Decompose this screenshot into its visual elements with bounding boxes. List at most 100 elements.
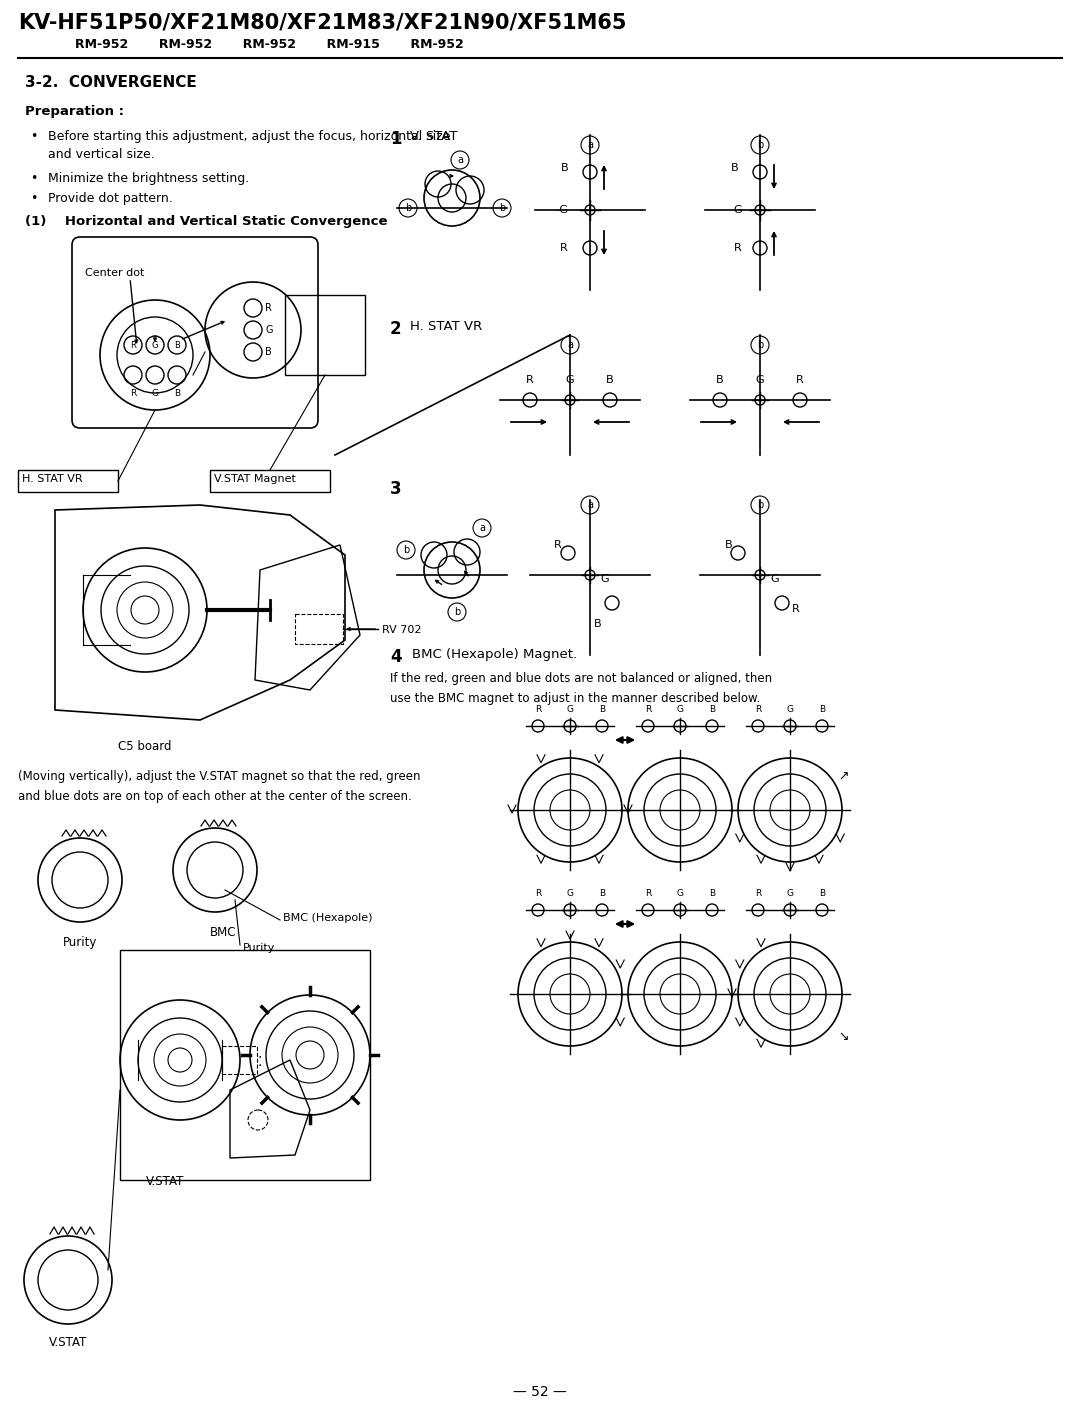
Text: b: b <box>757 340 764 350</box>
Text: G: G <box>566 376 575 386</box>
Text: V.STAT: V.STAT <box>49 1337 87 1349</box>
Text: R: R <box>755 705 761 713</box>
Text: V.STAT: V.STAT <box>146 1175 185 1188</box>
Text: G: G <box>567 889 573 898</box>
Text: Minimize the brightness setting.: Minimize the brightness setting. <box>48 172 249 184</box>
Text: B: B <box>174 388 180 398</box>
Text: B: B <box>606 376 613 386</box>
Text: V. STAT: V. STAT <box>410 129 458 144</box>
Text: and blue dots are on top of each other at the center of the screen.: and blue dots are on top of each other a… <box>18 789 411 803</box>
Text: B: B <box>725 540 732 550</box>
Text: B: B <box>594 619 602 629</box>
Text: G: G <box>152 340 159 349</box>
Text: G: G <box>733 205 742 215</box>
Text: R: R <box>561 243 568 253</box>
Text: B: B <box>265 348 272 357</box>
Text: H. STAT VR: H. STAT VR <box>410 319 483 333</box>
Text: Purity: Purity <box>63 936 97 948</box>
Text: ⁚: ⁚ <box>258 1055 262 1069</box>
Text: B: B <box>819 889 825 898</box>
Text: b: b <box>757 499 764 509</box>
Text: R: R <box>130 388 136 398</box>
Bar <box>285 295 365 376</box>
Text: Preparation :: Preparation : <box>25 106 124 118</box>
Text: C5 board: C5 board <box>118 740 172 753</box>
Text: V.STAT Magnet: V.STAT Magnet <box>214 474 296 484</box>
Text: G: G <box>770 574 779 584</box>
Text: ↘: ↘ <box>838 1030 849 1043</box>
Text: BMC (Hexapole): BMC (Hexapole) <box>283 913 373 923</box>
Text: B: B <box>716 376 724 386</box>
Text: and vertical size.: and vertical size. <box>48 148 154 160</box>
Text: 3: 3 <box>390 480 402 498</box>
Bar <box>295 613 343 644</box>
Text: a: a <box>588 499 593 509</box>
Text: RM-952       RM-952       RM-952       RM-915       RM-952: RM-952 RM-952 RM-952 RM-915 RM-952 <box>75 38 463 51</box>
Text: R: R <box>526 376 534 386</box>
Text: a: a <box>480 523 485 533</box>
Text: G: G <box>676 889 684 898</box>
Text: G: G <box>600 574 609 584</box>
Bar <box>222 1045 257 1074</box>
Text: B: B <box>708 705 715 713</box>
Text: Provide dot pattern.: Provide dot pattern. <box>48 191 173 205</box>
Text: b: b <box>405 203 411 212</box>
Text: G: G <box>265 325 272 335</box>
Text: •: • <box>30 172 38 184</box>
Text: R: R <box>645 889 651 898</box>
Text: •: • <box>30 129 38 144</box>
Text: b: b <box>757 141 764 151</box>
Bar <box>210 470 330 492</box>
Text: G: G <box>151 388 159 398</box>
Text: (1)    Horizontal and Vertical Static Convergence: (1) Horizontal and Vertical Static Conve… <box>25 215 388 228</box>
Text: 2: 2 <box>390 319 402 338</box>
Text: 4: 4 <box>390 649 402 666</box>
Text: BMC: BMC <box>210 926 237 938</box>
Text: R: R <box>755 889 761 898</box>
Text: use the BMC magnet to adjust in the manner described below.: use the BMC magnet to adjust in the mann… <box>390 692 760 705</box>
Text: R: R <box>734 243 742 253</box>
Text: -G: -G <box>555 205 568 215</box>
Text: B: B <box>561 163 568 173</box>
Text: R: R <box>792 604 800 613</box>
Text: B: B <box>599 705 605 713</box>
Text: BMC (Hexapole) Magnet.: BMC (Hexapole) Magnet. <box>411 649 577 661</box>
Text: R: R <box>265 303 272 312</box>
Text: Before starting this adjustment, adjust the focus, horizontal size: Before starting this adjustment, adjust … <box>48 129 450 144</box>
Text: R: R <box>535 889 541 898</box>
Text: a: a <box>588 141 593 151</box>
Text: B: B <box>599 889 605 898</box>
Text: B: B <box>730 163 738 173</box>
Text: ↗: ↗ <box>838 770 849 784</box>
Text: R: R <box>554 540 562 550</box>
Text: If the red, green and blue dots are not balanced or aligned, then: If the red, green and blue dots are not … <box>390 673 772 685</box>
Text: Purity: Purity <box>243 943 275 953</box>
Text: 1: 1 <box>390 129 402 148</box>
Bar <box>18 470 118 492</box>
Text: a: a <box>567 340 573 350</box>
Text: B: B <box>174 340 180 349</box>
Text: RV 702: RV 702 <box>382 625 421 635</box>
Text: R: R <box>130 340 136 349</box>
Text: R: R <box>796 376 804 386</box>
Text: R: R <box>645 705 651 713</box>
Text: 3-2.  CONVERGENCE: 3-2. CONVERGENCE <box>25 75 197 90</box>
Text: B: B <box>708 889 715 898</box>
Text: G: G <box>786 889 794 898</box>
Text: KV-HF51P50/XF21M80/XF21M83/XF21N90/XF51M65: KV-HF51P50/XF21M80/XF21M83/XF21N90/XF51M… <box>18 13 626 32</box>
Text: H. STAT VR: H. STAT VR <box>22 474 83 484</box>
Text: G: G <box>756 376 765 386</box>
Text: R: R <box>535 705 541 713</box>
Text: Center dot: Center dot <box>85 267 145 279</box>
Text: (Moving vertically), adjust the V.STAT magnet so that the red, green: (Moving vertically), adjust the V.STAT m… <box>18 770 420 784</box>
Text: B: B <box>819 705 825 713</box>
Text: b: b <box>454 606 460 618</box>
Text: a: a <box>457 155 463 165</box>
Text: •: • <box>30 191 38 205</box>
Text: G: G <box>567 705 573 713</box>
Text: G: G <box>786 705 794 713</box>
Text: b: b <box>499 203 505 212</box>
Text: b: b <box>403 545 409 554</box>
Bar <box>120 950 370 1180</box>
Text: G: G <box>676 705 684 713</box>
